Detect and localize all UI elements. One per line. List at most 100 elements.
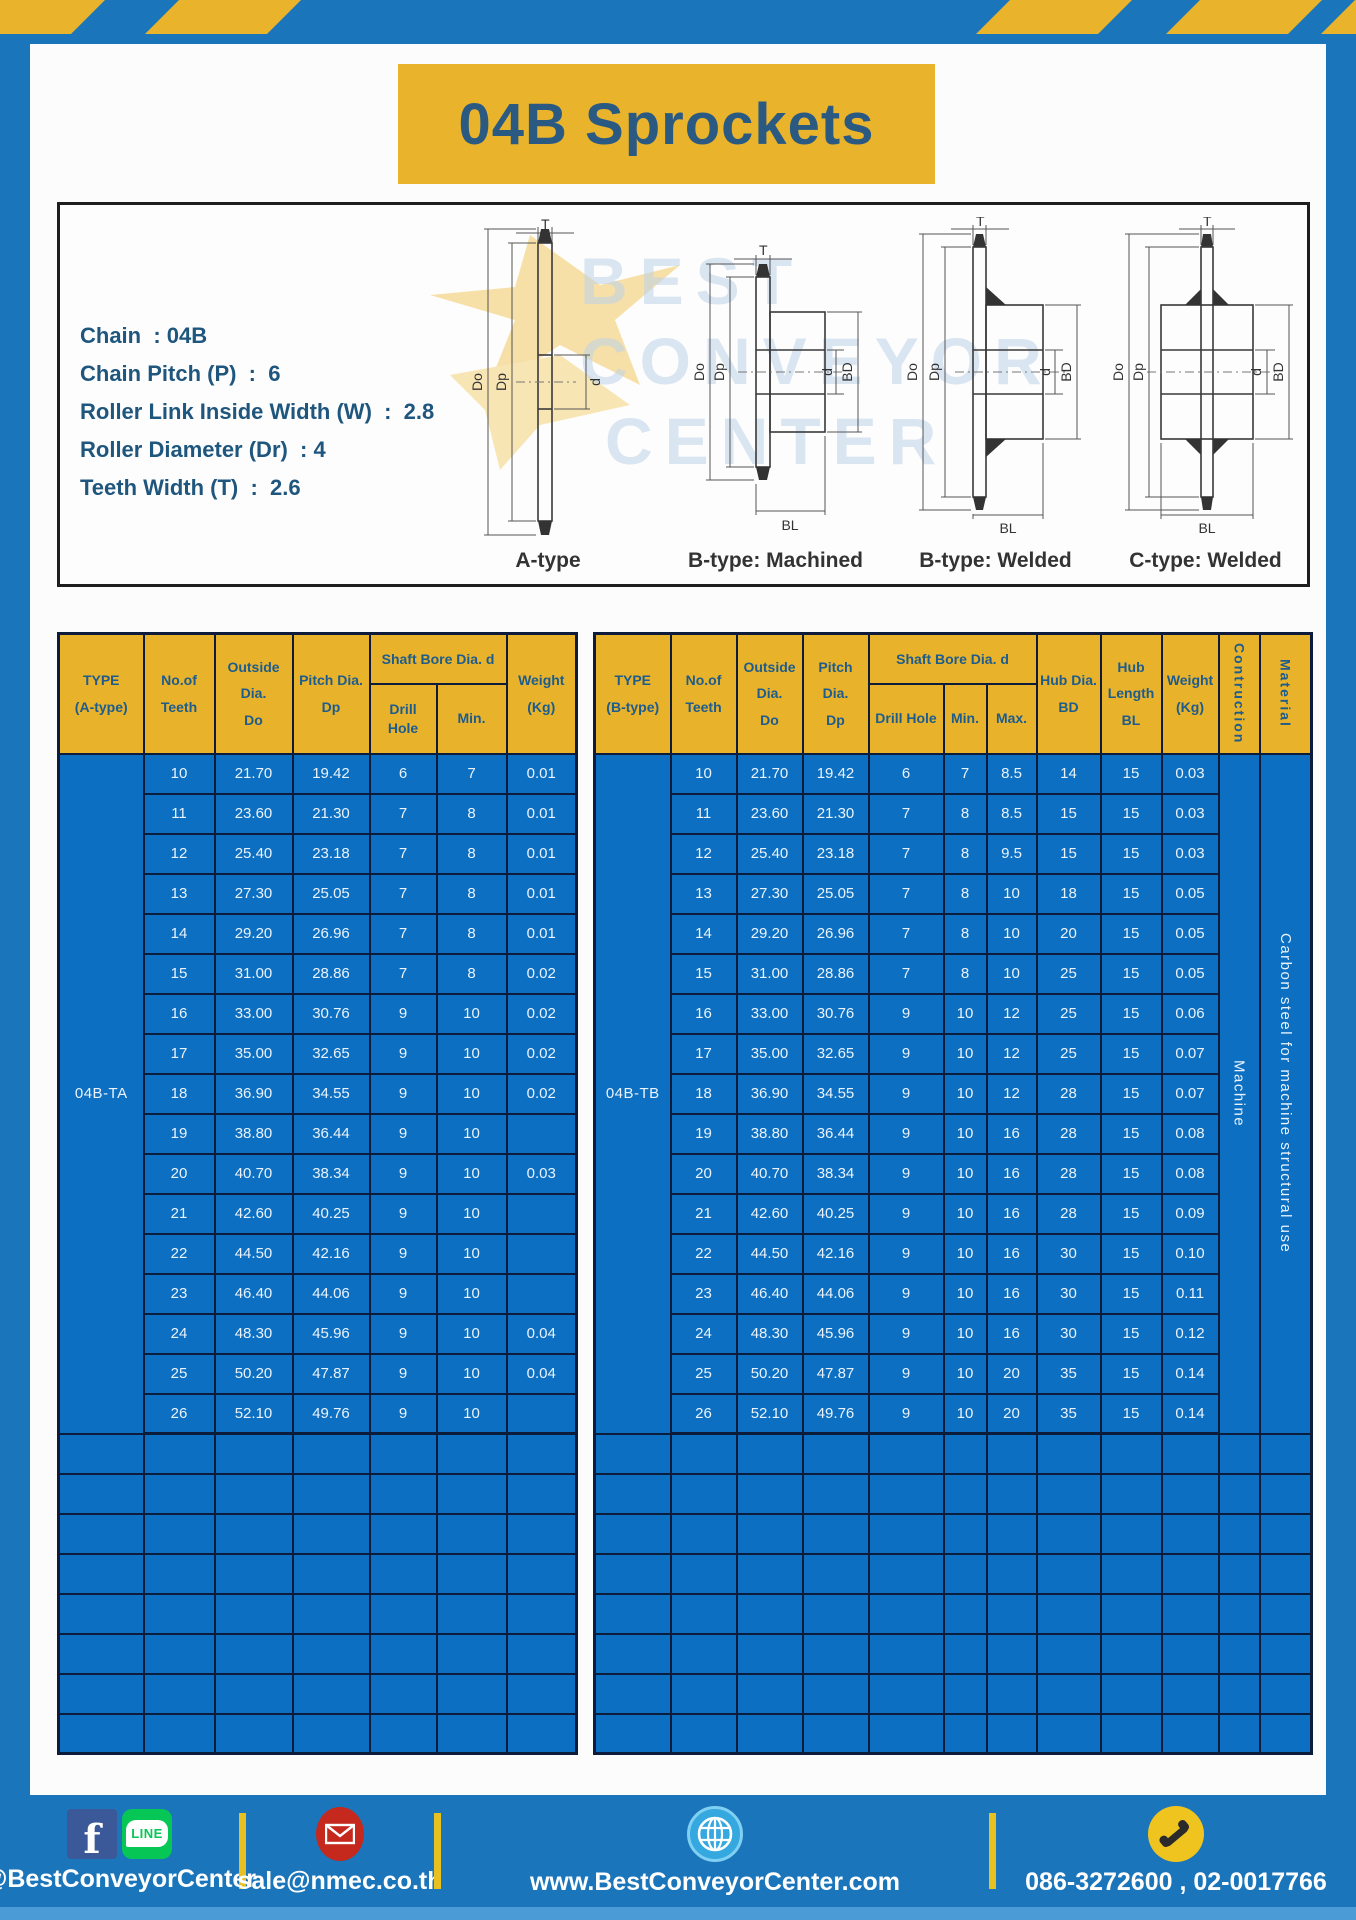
table-cell: 31.00 [213,952,294,995]
table-cell: 15 [1099,1152,1163,1195]
table-cell: 15 [1099,1192,1163,1235]
table-cell: 8 [435,792,508,835]
table-cell [942,1472,988,1515]
table-cell [57,1632,145,1675]
spec-line: Roller Link Inside Width (W) : 2.8 [80,399,435,424]
table-row: 15 31.00 28.86 7 8 10 25 15 0.05 [595,952,1312,995]
table-cell [593,1512,672,1555]
table-cell [213,1512,294,1555]
table-cell: 10 [942,1112,988,1155]
table-cell [867,1472,945,1515]
table-cell [213,1672,294,1715]
table-cell [368,1552,438,1595]
table-cell: 9.5 [985,832,1038,875]
svg-text:T: T [541,217,550,232]
table-row: 26 52.10 49.76 9 10 [59,1392,578,1435]
table-cell [1217,1432,1261,1475]
table-cell: 9 [867,1072,945,1115]
column-header-pitch-dia: Pitch Dia. Dp [291,632,371,755]
table-cell: 23 [142,1272,216,1315]
table-cell: 9 [867,1232,945,1275]
table-cell [1035,1512,1102,1555]
column-header-construction: Contruction [1217,632,1261,755]
table-cell [801,1512,870,1555]
table-row: 12 25.40 23.18 7 8 0.01 [59,832,578,875]
table-cell: 15 [1099,1272,1163,1315]
table-cell: 8 [942,872,988,915]
table-cell: 12 [985,1032,1038,1075]
table-row: 19 38.80 36.44 9 10 [59,1112,578,1155]
table-cell: 19 [142,1112,216,1155]
table-cell: 15 [1099,1032,1163,1075]
svg-text:Dp: Dp [711,363,727,381]
stripe-decoration [145,0,301,34]
table-cell: 16 [985,1312,1038,1355]
email-address[interactable]: sale@nmec.co.th [237,1866,443,1895]
table-cell: 7 [368,872,438,915]
column-header-outside-dia: Outside Dia. Do [735,632,804,755]
table-cell: 15 [1099,1112,1163,1155]
table-cell [985,1672,1038,1715]
table-cell: 9 [368,1152,438,1195]
table-row: 21 42.60 40.25 9 10 [59,1192,578,1235]
phone-numbers[interactable]: 086-3272600 , 02-0017766 [1025,1867,1327,1896]
line-icon[interactable]: LINE [122,1808,172,1859]
table-cell: 7 [368,952,438,995]
svg-text:BD: BD [1270,362,1286,381]
social-handle[interactable]: @BestConveyorCenter [0,1864,257,1893]
table-row: 18 36.90 34.55 9 10 12 28 15 0.07 [595,1072,1312,1115]
table-row: 24 48.30 45.96 9 10 0.04 [59,1312,578,1355]
table-cell: 0.02 [505,952,578,995]
table-cell: 13 [669,872,738,915]
table-cell [985,1472,1038,1515]
table-row: 11 23.60 21.30 7 8 8.5 15 15 0.03 [595,792,1312,835]
table-cell [942,1552,988,1595]
table-cell: 10 [942,1072,988,1115]
table-cell [593,1672,672,1715]
table-cell [505,1632,578,1675]
table-cell: 23.18 [291,832,371,875]
column-header-max: Max. [985,682,1038,755]
empty-row [593,1672,1313,1715]
table-cell [435,1592,508,1635]
svg-text:T: T [1203,217,1212,229]
email-icon [316,1806,364,1861]
table-cell [942,1592,988,1635]
table-cell [1258,1432,1313,1475]
table-cell: 28 [1035,1192,1102,1235]
table-cell [291,1472,371,1515]
empty-row [57,1552,578,1595]
facebook-icon[interactable]: f [67,1808,117,1859]
table-cell: 38.80 [213,1112,294,1155]
table-cell: 0.02 [505,1072,578,1115]
table-cell [142,1592,216,1635]
footer-email-section: sale@nmec.co.th [238,1795,443,1907]
table-cell: 28 [1035,1112,1102,1155]
table-cell: 8 [942,912,988,955]
table-row: 14 29.20 26.96 7 8 10 20 15 0.05 [595,912,1312,955]
figure-b-type-welded: T Do Dp d [893,217,1098,573]
table-cell: 32.65 [801,1032,870,1075]
table-cell: 10 [435,1152,508,1195]
title-banner: 04B Sprockets [398,64,935,184]
svg-text:Do: Do [1110,363,1126,381]
empty-row [593,1632,1313,1675]
table-cell: 7 [867,872,945,915]
table-cell: 9 [368,1232,438,1275]
table-cell: 24 [142,1312,216,1355]
table-cell [1160,1552,1220,1595]
table-cell [368,1512,438,1555]
table-cell: 30 [1035,1272,1102,1315]
table-cell [1160,1512,1220,1555]
table-cell: 10 [942,1392,988,1435]
table-cell [985,1592,1038,1635]
table-cell: 16 [985,1112,1038,1155]
table-cell: 10 [669,752,738,795]
table-cell: 7 [435,752,508,795]
table-cell [593,1552,672,1595]
website-url[interactable]: www.BestConveyorCenter.com [529,1867,900,1896]
column-header-shaft-bore: Shaft Bore Dia. d [368,632,508,685]
svg-text:BL: BL [999,520,1016,536]
table-cell: 15 [1099,1232,1163,1275]
